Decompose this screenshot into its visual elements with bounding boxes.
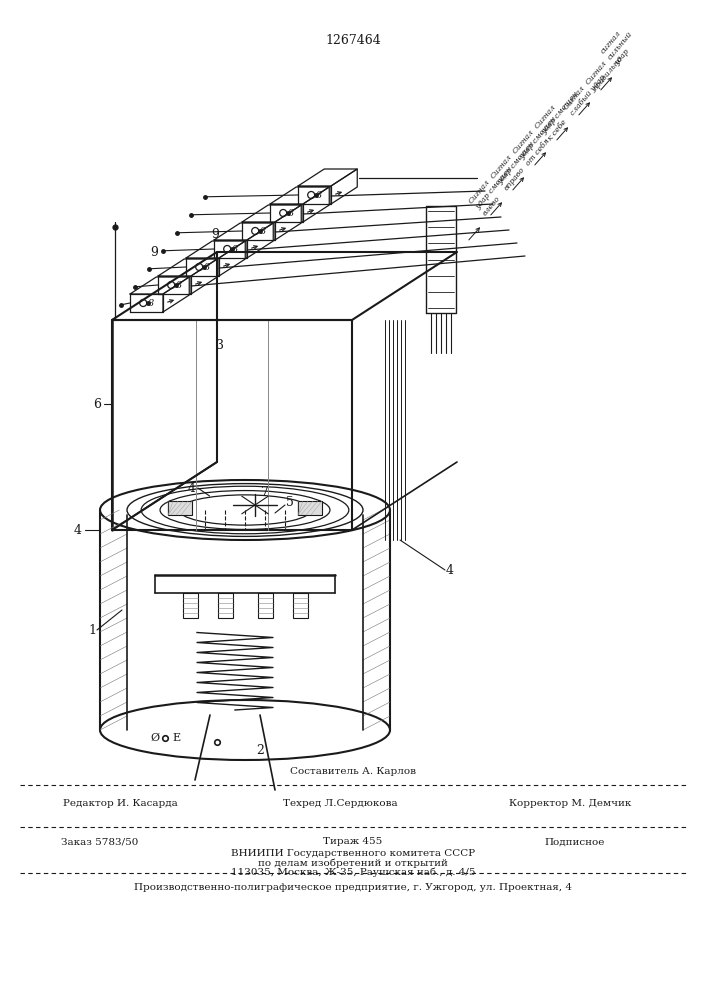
Text: 2: 2: [256, 744, 264, 756]
Bar: [298, 501, 322, 515]
Bar: [293, 593, 308, 618]
Text: Редактор И. Касарда: Редактор И. Касарда: [63, 800, 177, 808]
Text: 9: 9: [211, 228, 219, 240]
Text: 4: 4: [74, 524, 82, 536]
Text: Составитель А. Карлов: Составитель А. Карлов: [290, 767, 416, 776]
Text: Сигнал
удар смещен
к себе: Сигнал удар смещен к себе: [533, 84, 588, 142]
Text: 8: 8: [148, 298, 155, 308]
Text: 1: 1: [88, 624, 96, 637]
Text: 9: 9: [150, 246, 158, 259]
Text: Сигнал
правильно: Сигнал правильно: [584, 49, 624, 92]
Text: 8: 8: [204, 262, 211, 271]
Text: Сигнал
удар смещен
от себя: Сигнал удар смещен от себя: [510, 109, 565, 167]
Text: 8: 8: [176, 280, 182, 290]
Text: Сигнал
удар смещен
вправо: Сигнал удар смещен вправо: [489, 134, 543, 192]
Text: 4: 4: [446, 564, 454, 576]
Text: Тираж 455: Тираж 455: [323, 838, 382, 846]
Text: Техред Л.Сердюкова: Техред Л.Сердюкова: [283, 800, 397, 808]
Bar: [182, 593, 197, 618]
Text: 6: 6: [93, 397, 101, 410]
Bar: [145, 575, 160, 593]
Text: ВНИИПИ Государственного комитета СССР: ВНИИПИ Государственного комитета СССР: [231, 850, 475, 858]
Text: 3: 3: [216, 339, 224, 352]
Text: 8: 8: [288, 209, 295, 218]
Text: Ø: Ø: [151, 733, 160, 743]
Bar: [257, 593, 272, 618]
Bar: [218, 593, 233, 618]
Bar: [168, 501, 192, 515]
Text: сигнал
сильный
удар: сигнал сильный удар: [599, 24, 641, 67]
Text: по делам изобретений и открытий: по делам изобретений и открытий: [258, 858, 448, 868]
Text: Заказ 5783/50: Заказ 5783/50: [62, 838, 139, 846]
Text: Корректор М. Демчик: Корректор М. Демчик: [509, 800, 631, 808]
Text: 7: 7: [261, 486, 269, 498]
Text: 4: 4: [188, 482, 196, 494]
Text: Сигнал
слабый удар: Сигнал слабый удар: [562, 67, 607, 117]
Text: Сигнал
удар смещен
влево: Сигнал удар смещен влево: [467, 159, 521, 217]
Text: 8: 8: [233, 244, 238, 253]
Text: Производственно-полиграфическое предприятие, г. Ужгород, ул. Проектная, 4: Производственно-полиграфическое предприя…: [134, 882, 572, 892]
Text: E: E: [172, 733, 180, 743]
Text: 8: 8: [260, 227, 267, 235]
Text: 5: 5: [286, 495, 294, 508]
Text: Подписное: Подписное: [545, 838, 605, 846]
Text: 113035, Москва, Ж-35, Раушская наб., д. 4/5: 113035, Москва, Ж-35, Раушская наб., д. …: [230, 867, 475, 877]
Text: 1267464: 1267464: [325, 33, 381, 46]
Text: 8: 8: [316, 190, 322, 200]
Bar: [330, 575, 345, 593]
